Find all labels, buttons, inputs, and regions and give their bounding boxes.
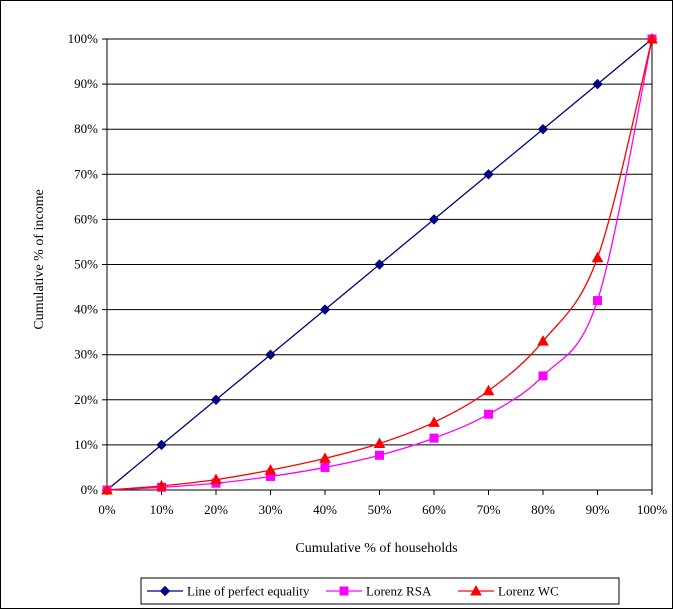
point-lorenz-wc [155,479,168,491]
x-tick-label: 90% [586,502,610,517]
legend: Line of perfect equality Lorenz RSA Lorenz… [140,577,620,605]
y-tick-label: 60% [74,211,98,226]
y-tick-label: 10% [74,437,98,452]
point-line-of-perfect-equality [537,123,549,135]
legend-marker-lorenz-wc [470,584,482,596]
tick-labels: 0% 10% 20% 30% 40% 50% 60% 70% 80% 90% 100% 0% 10% 20… [68,31,668,517]
y-tick-label: 20% [74,392,98,407]
point-lorenz-wc [537,335,549,346]
y-tick-label: 40% [74,302,98,317]
legend-box [140,577,620,605]
point-lorenz-rsa [484,409,493,419]
series-markers [101,32,658,496]
x-tick-label: 100% [637,502,668,517]
y-tick-label: 70% [74,166,98,181]
x-tick-label: 80% [531,502,555,517]
point-lorenz-wc [101,483,113,495]
x-tick-label: 50% [368,502,392,517]
x-axis-label: Cumulative % of households [295,541,457,556]
point-line-of-perfect-equality [210,394,222,406]
point-lorenz-wc [591,251,604,263]
y-tick-label: 0% [81,482,99,497]
point-lorenz-wc [264,464,277,475]
legend-label-lorenz-wc: Lorenz WC [498,584,559,599]
point-lorenz-rsa [375,450,384,460]
point-line-of-perfect-equality [428,214,440,225]
point-line-of-perfect-equality [592,78,603,90]
point-line-of-perfect-equality [483,169,494,180]
point-lorenz-wc [210,473,222,485]
point-lorenz-wc [428,416,440,427]
x-tick-label: 10% [150,502,174,517]
x-tick-label: 60% [422,502,446,517]
y-axis-label: Cumulative % of income [32,189,47,329]
y-tick-label: 80% [74,121,98,136]
point-lorenz-wc [646,32,658,44]
x-tick-label: 40% [313,502,337,517]
legend-label-lorenz-rsa: Lorenz RSA [366,584,432,599]
point-lorenz-wc [319,452,331,463]
point-lorenz-wc [373,437,386,449]
point-lorenz-rsa [538,371,548,381]
x-tick-label: 20% [204,502,228,517]
point-lorenz-rsa [320,462,330,472]
point-line-of-perfect-equality [156,439,167,451]
y-tick-label: 50% [74,257,98,272]
axes [102,38,653,495]
y-tick-label: 90% [74,76,98,91]
point-line-of-perfect-equality [265,349,276,360]
point-lorenz-wc [482,384,495,396]
point-lorenz-rsa [593,296,602,306]
point-line-of-perfect-equality [319,304,331,315]
point-lorenz-rsa [429,433,439,443]
x-tick-label: 30% [259,502,283,517]
legend-marker-line-of-perfect-equality [159,585,171,597]
legend-marker-lorenz-rsa [339,586,349,596]
x-tick-label: 0% [98,502,116,517]
point-line-of-perfect-equality [374,259,385,270]
y-tick-label: 30% [74,347,98,362]
legend-label-line-of-perfect-equality: Line of perfect equality [187,584,310,599]
y-tick-label: 100% [68,31,99,46]
x-tick-label: 70% [477,502,501,517]
